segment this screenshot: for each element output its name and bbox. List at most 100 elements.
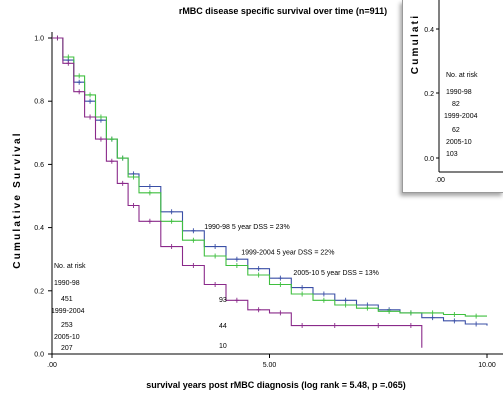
censor-mark-1-12	[213, 253, 218, 259]
annotation-0: 1990-98 5 year DSS = 23%	[204, 224, 289, 231]
censor-mark-1-21	[408, 310, 413, 316]
y-tick-label-3: 0.6	[34, 162, 44, 169]
censor-mark-0-10	[169, 209, 174, 215]
inset-chart-svg: Cumulati 0.4 0.2 0.0 .00 No. at risk 199…	[410, 0, 503, 184]
inset-ytick-label-04: 0.4	[424, 27, 434, 34]
censor-mark-1-7	[120, 155, 125, 161]
at-risk-label-1990: 1990-98	[54, 280, 80, 287]
inset-row-1-label: 1990-98	[446, 89, 472, 96]
x-tick-label-0: .00	[47, 362, 57, 369]
censor-mark-1-8	[131, 174, 136, 180]
censor-mark-2-14	[256, 307, 261, 313]
inset-xtick-label: .00	[435, 177, 445, 184]
censor-mark-0-22	[430, 315, 435, 321]
censor-mark-0-14	[256, 266, 261, 272]
censor-mark-1-10	[169, 218, 174, 224]
censor-mark-2-7	[120, 180, 125, 186]
censor-mark-0-13	[234, 256, 239, 262]
inset-ytick-label-02: 0.2	[424, 91, 434, 98]
at-risk-1999-x5: 44	[219, 323, 227, 330]
censor-mark-1-17	[321, 297, 326, 303]
censor-mark-0-3	[77, 79, 82, 85]
censor-mark-2-1	[55, 35, 60, 41]
y-tick-label-0: 0.0	[34, 352, 44, 359]
y-tick-label-2: 0.4	[34, 225, 44, 232]
at-risk-1999-x0: 253	[61, 322, 73, 329]
censor-mark-0-17	[321, 291, 326, 297]
inset-row-2-value: 62	[452, 127, 460, 134]
censor-mark-0-11	[191, 228, 196, 234]
series-line-1	[52, 37, 487, 317]
inset-row-3-label: 2005-10	[446, 139, 472, 146]
censor-mark-2-8	[131, 202, 136, 208]
censor-mark-0-18	[343, 297, 348, 303]
at-risk-1990-x5: 93	[219, 297, 227, 304]
censor-mark-1-3	[77, 73, 82, 79]
censor-mark-0-9	[147, 184, 152, 190]
censor-mark-0-24	[474, 321, 479, 327]
censor-mark-2-13	[234, 297, 239, 303]
at-risk-table: No. at risk 1990-98 451 1999-2004 253 20…	[51, 263, 227, 352]
chart-title: rMBC disease specific survival over time…	[179, 6, 387, 16]
axes: 0.00.20.40.60.81.0.00 5.00 10.00	[34, 32, 503, 369]
at-risk-label-2005: 2005-10	[54, 334, 80, 341]
censor-mark-2-17	[332, 323, 337, 329]
censor-mark-2-12	[213, 281, 218, 287]
censor-mark-1-5	[98, 114, 103, 120]
censor-mark-0-12	[213, 244, 218, 250]
censor-mark-1-13	[234, 263, 239, 269]
y-axis-label: Cumulative Survival	[12, 131, 23, 268]
censor-mark-1-19	[365, 305, 370, 311]
at-risk-header: No. at risk	[54, 263, 86, 270]
censor-mark-2-4	[88, 114, 93, 120]
censor-mark-0-23	[452, 318, 457, 324]
series-line-2	[52, 37, 423, 348]
censor-mark-1-23	[452, 312, 457, 317]
censor-mark-2-9	[147, 218, 152, 224]
inset-row-3-value: 103	[446, 151, 458, 158]
censor-mark-1-22	[430, 310, 435, 316]
at-risk-label-1999: 1999-2004	[51, 308, 85, 315]
censor-mark-1-15	[278, 281, 283, 287]
censor-mark-1-24	[474, 313, 479, 319]
censor-mark-0-4	[88, 98, 93, 104]
inset-row-1-value: 82	[452, 101, 460, 108]
at-risk-2005-x0: 207	[61, 345, 73, 352]
at-risk-2005-x5: 10	[219, 343, 227, 350]
x-tick-label-2: 10.00	[478, 362, 496, 369]
series-layer	[52, 35, 488, 348]
annotations: 1990-98 5 year DSS = 23% 1999-2004 5 year…	[204, 224, 379, 277]
annotation-1: 1999-2004 5 year DSS = 22%	[241, 249, 334, 256]
censor-mark-1-6	[109, 136, 114, 142]
censor-mark-2-2	[66, 60, 71, 66]
inset-row-2-label: 1999-2004	[444, 113, 478, 120]
censor-mark-1-18	[343, 302, 348, 308]
censor-mark-1-16	[300, 291, 305, 297]
censor-mark-2-6	[109, 158, 114, 164]
censor-mark-2-5	[98, 136, 103, 142]
inset-ytick-label-00: 0.0	[424, 156, 434, 163]
y-tick-label-5: 1.0	[34, 36, 44, 43]
censor-mark-0-15	[278, 275, 283, 281]
y-tick-label-4: 0.8	[34, 99, 44, 106]
censor-mark-0-16	[300, 285, 305, 291]
censor-mark-1-2	[66, 54, 71, 60]
at-risk-1990-x0: 451	[61, 296, 73, 303]
censor-mark-2-16	[300, 323, 305, 329]
annotation-2: 2005-10 5 year DSS = 13%	[293, 270, 378, 277]
x-axis-label: survival years post rMBC diagnosis (log …	[146, 380, 406, 390]
x-tick-label-1: 5.00	[263, 362, 277, 369]
censor-mark-2-19	[408, 323, 413, 329]
inset-panel: Cumulati 0.4 0.2 0.0 .00 No. at risk 199…	[402, 0, 503, 193]
inset-at-risk-header: No. at risk	[446, 72, 478, 79]
censor-mark-2-18	[376, 323, 381, 329]
censor-mark-1-11	[191, 237, 196, 243]
inset-y-axis-label: Cumulati	[410, 14, 421, 74]
y-tick-label-1: 0.2	[34, 288, 44, 295]
censor-mark-2-10	[169, 244, 174, 250]
censor-mark-1-14	[256, 272, 261, 278]
censor-mark-2-3	[77, 89, 82, 95]
censor-mark-2-11	[191, 263, 196, 269]
